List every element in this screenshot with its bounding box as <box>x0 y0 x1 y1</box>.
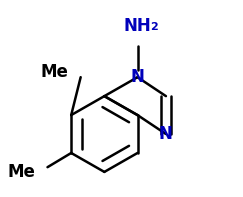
Text: N: N <box>130 68 144 86</box>
Text: Me: Me <box>8 163 36 181</box>
Text: Me: Me <box>41 63 69 81</box>
Text: 2: 2 <box>151 22 158 32</box>
Text: N: N <box>159 125 173 143</box>
Text: NH: NH <box>124 17 151 34</box>
